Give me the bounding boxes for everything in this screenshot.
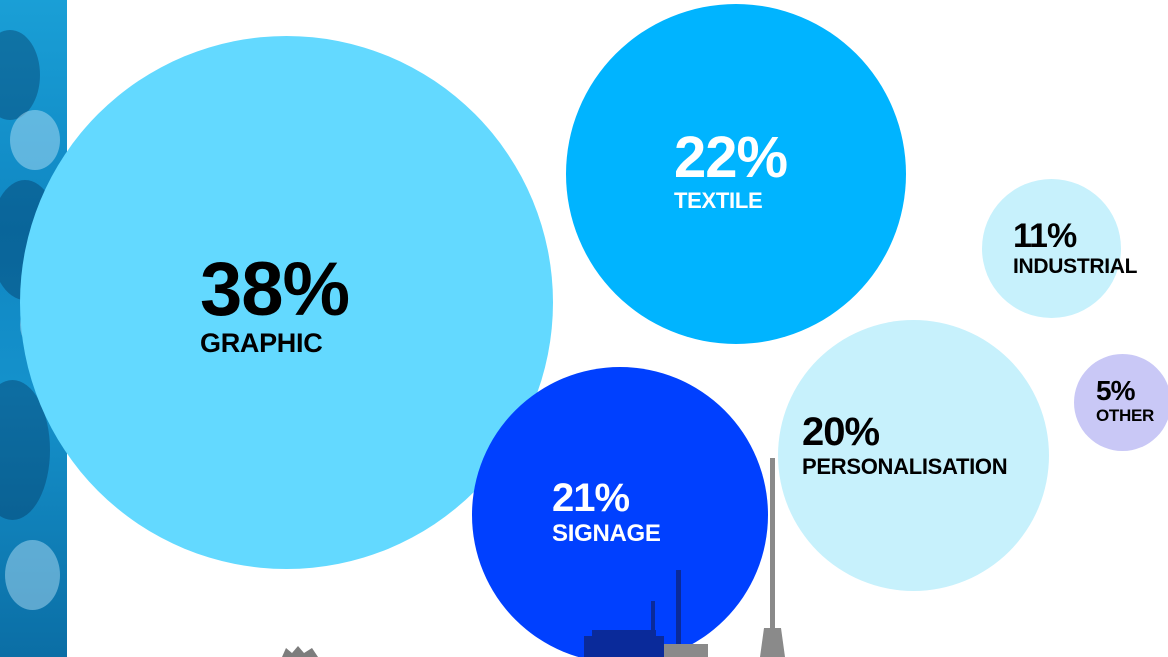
label-textile: 22% TEXTILE [674, 125, 788, 213]
bubble-textile [566, 4, 906, 344]
value-label-personalisation: 20% [802, 410, 880, 454]
value-label-graphic: 38% [200, 247, 350, 332]
label-other: 5% OTHER [1096, 375, 1155, 425]
value-label-textile: 22% [674, 125, 788, 190]
category-label-signage: SIGNAGE [552, 520, 661, 547]
bubble-other [1074, 354, 1168, 451]
bubble-personalisation [778, 320, 1049, 591]
label-signage: 21% SIGNAGE [552, 478, 661, 546]
label-graphic: 38% GRAPHIC [200, 247, 350, 358]
category-label-industrial: INDUSTRIAL [1013, 255, 1138, 278]
label-personalisation: 20% PERSONALISATION [802, 410, 1008, 479]
bubble-industrial [982, 179, 1121, 318]
category-label-graphic: GRAPHIC [200, 328, 323, 358]
bubble-signage [472, 367, 768, 657]
category-label-other: OTHER [1096, 406, 1155, 425]
value-label-signage: 21% [552, 476, 630, 520]
value-label-industrial: 11% [1013, 217, 1077, 255]
label-industrial: 11% INDUSTRIAL [1013, 219, 1137, 277]
value-label-other: 5% [1096, 375, 1135, 406]
category-label-textile: TEXTILE [674, 188, 763, 213]
bubble-graphic [20, 36, 553, 569]
category-label-personalisation: PERSONALISATION [802, 454, 1008, 479]
